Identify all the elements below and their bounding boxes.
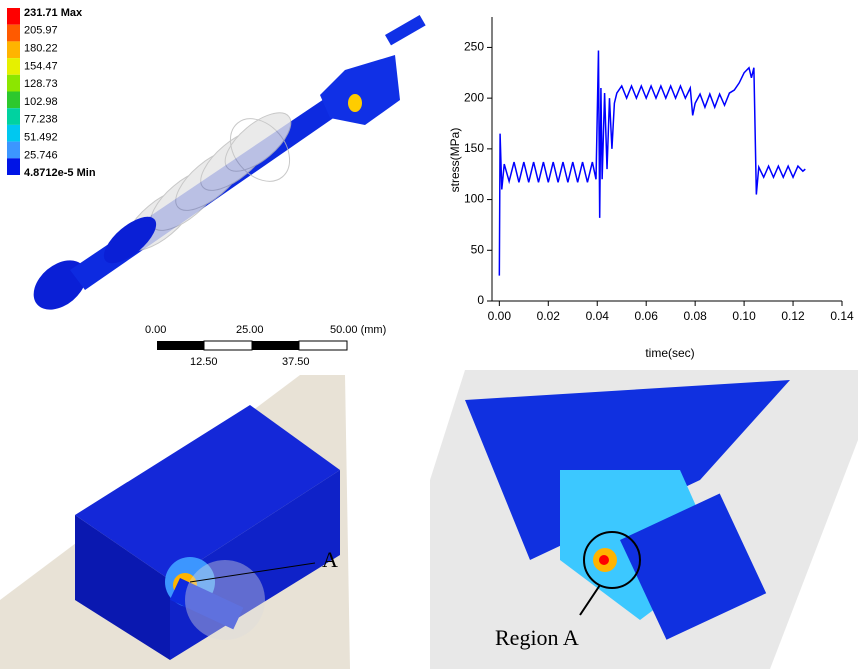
legend-swatch (7, 58, 20, 75)
y-tick-label: 0 (477, 293, 484, 307)
legend-label: 128.73 (24, 78, 58, 90)
x-tick-label: 0.10 (732, 309, 756, 323)
scale-label: 37.50 (282, 356, 310, 368)
legend-swatch (7, 125, 20, 142)
scale-label: 0.00 (145, 324, 166, 336)
legend-label: 231.71 Max (24, 7, 83, 19)
legend-swatch (7, 41, 20, 58)
legend-label: 180.22 (24, 43, 58, 55)
legend-label: 102.98 (24, 96, 58, 108)
x-axis-label: time(sec) (645, 346, 694, 360)
page: 0.00 25.00 50.00 (mm) 12.50 37.50 A Regi… (0, 0, 858, 669)
y-tick-label: 150 (464, 141, 484, 155)
legend-swatch (7, 108, 20, 125)
legend-swatch (7, 25, 20, 42)
figure: 0.00 25.00 50.00 (mm) 12.50 37.50 A Regi… (0, 0, 858, 669)
y-tick-label: 200 (464, 90, 484, 104)
x-tick-label: 0.06 (635, 309, 659, 323)
legend-label: 205.97 (24, 25, 58, 37)
legend-swatch (7, 8, 20, 25)
y-axis-label: stress(MPa) (448, 128, 462, 193)
legend-swatch (7, 92, 20, 109)
legend-label: 25.746 (24, 149, 58, 161)
legend-swatch (7, 158, 20, 175)
legend-label: 51.492 (24, 132, 58, 144)
stress-line (499, 50, 805, 275)
point-label: A (322, 547, 338, 572)
line-chart: time(sec) stress(MPa) 0 50 100 150 200 250 0.0… (448, 17, 854, 360)
y-tick-label: 100 (464, 192, 484, 206)
scale-label: 12.50 (190, 356, 218, 368)
y-tick-label: 50 (471, 242, 485, 256)
region-model: Region A (430, 370, 858, 669)
legend-swatch (7, 75, 20, 92)
x-tick-label: 0.12 (781, 309, 805, 323)
legend-label: 77.238 (24, 114, 58, 126)
x-tick-label: 0.08 (683, 309, 707, 323)
scale-bar: 0.00 25.00 50.00 (mm) 12.50 37.50 (145, 324, 386, 368)
scale-label: 25.00 (236, 324, 264, 336)
legend-label: 4.8712e-5 Min (24, 167, 96, 179)
x-tick-label: 0.02 (537, 309, 561, 323)
x-tick-label: 0.00 (488, 309, 512, 323)
block-model: A (0, 375, 350, 669)
scale-label: 50.00 (mm) (330, 324, 386, 336)
y-tick-label: 250 (464, 40, 484, 54)
legend-swatch (7, 142, 20, 159)
region-label: Region A (495, 625, 579, 650)
contour-legend: 231.71 Max 205.97 180.22 154.47 128.73 102.98… (7, 7, 96, 179)
x-tick-label: 0.14 (830, 309, 854, 323)
legend-label: 154.47 (24, 60, 58, 72)
x-tick-label: 0.04 (586, 309, 610, 323)
